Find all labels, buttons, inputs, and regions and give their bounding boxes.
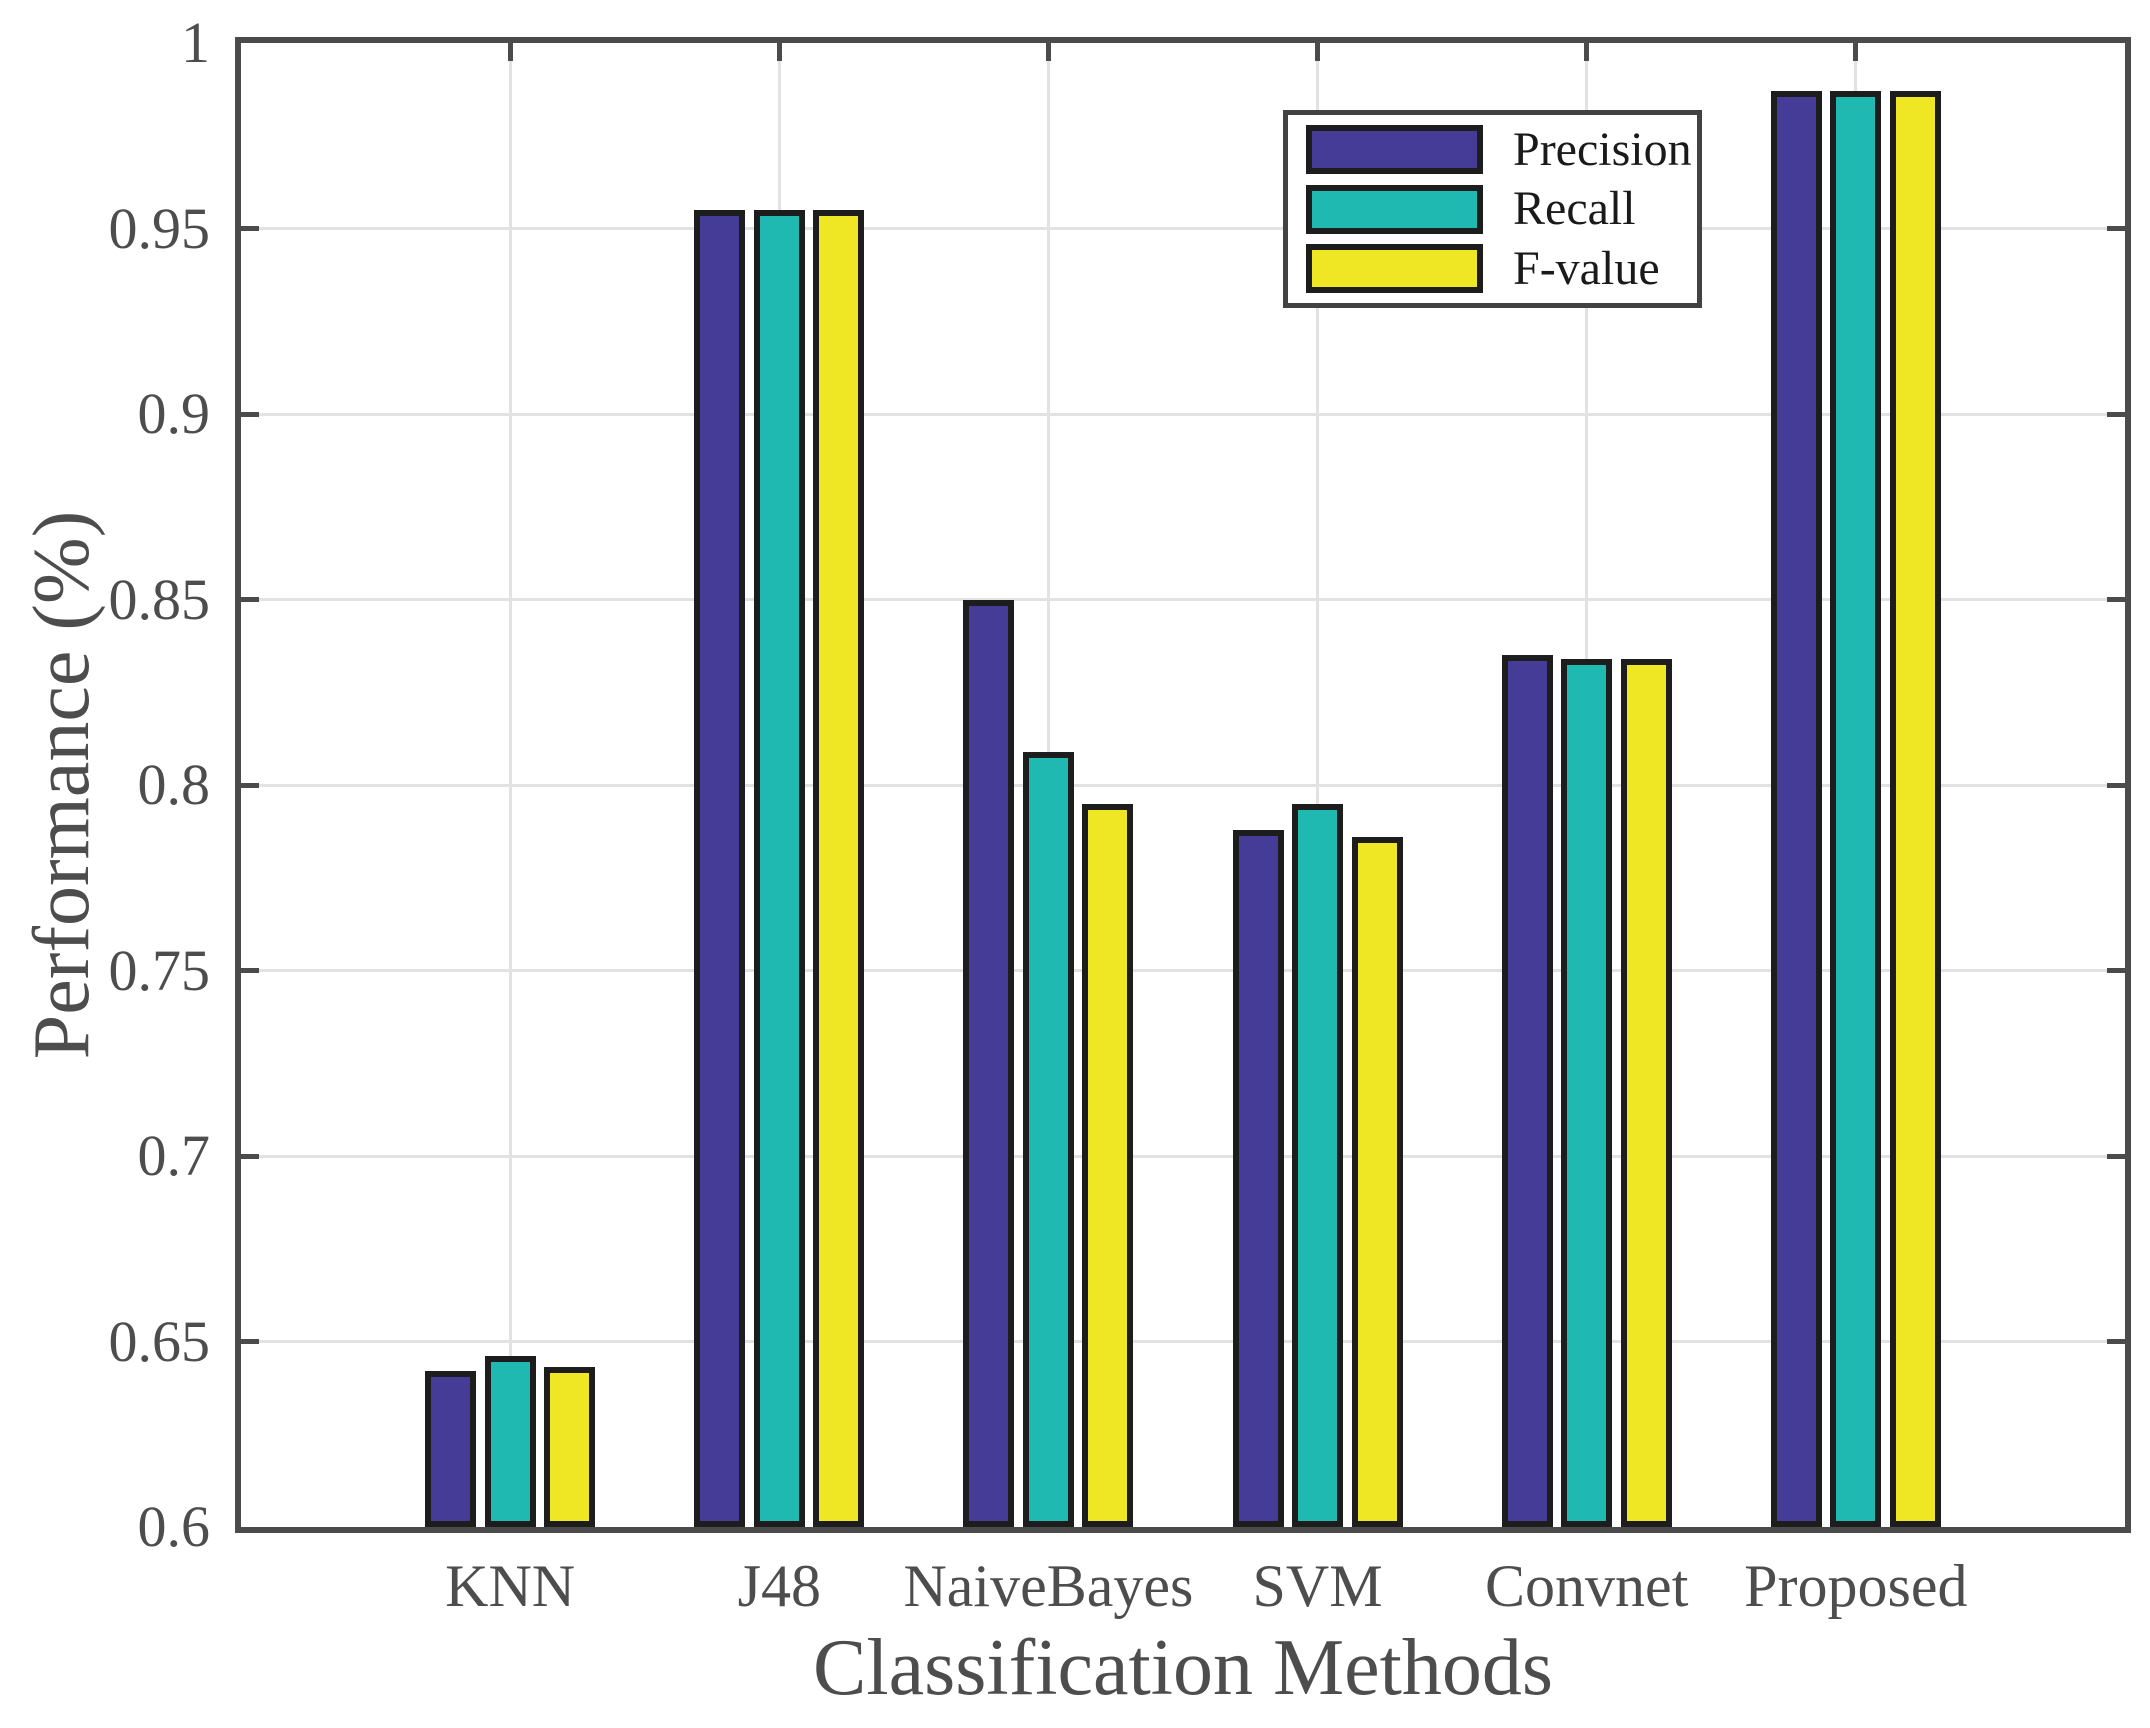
bar-precision-convnet — [1501, 655, 1553, 1527]
legend-label-fvalue: F-value — [1513, 241, 1660, 295]
y-tick-label: 0.65 — [108, 1308, 211, 1374]
y-tick-left — [241, 782, 259, 788]
h-gridline — [241, 783, 2125, 787]
y-tick-right — [2107, 968, 2125, 973]
y-axis-tick-labels: 0.6 0.65 0.7 0.75 0.8 0.85 0.9 0.95 1 — [0, 0, 211, 1728]
bar-precision-j48 — [694, 209, 746, 1527]
x-tick-top — [507, 43, 513, 61]
bar-f-value-convnet — [1620, 658, 1672, 1527]
y-tick-label: 1 — [181, 10, 210, 75]
bar-precision-knn — [425, 1371, 477, 1527]
legend: Precision Recall F-value — [1283, 110, 1702, 308]
x-tick-label: J48 — [737, 1553, 821, 1619]
legend-label-precision: Precision — [1513, 122, 1692, 176]
x-tick-top — [1853, 43, 1859, 61]
h-gridline — [241, 969, 2125, 972]
bar-f-value-proposed — [1889, 91, 1941, 1527]
h-gridline — [241, 412, 2125, 416]
bar-precision-naivebayes — [963, 599, 1015, 1527]
x-tick-top — [776, 43, 782, 61]
y-tick-label: 0.9 — [137, 381, 211, 446]
bar-recall-convnet — [1561, 658, 1613, 1527]
legend-row-precision: Precision — [1306, 125, 1697, 174]
bar-precision-proposed — [1770, 91, 1822, 1527]
x-tick-top — [1315, 43, 1321, 61]
y-tick-right — [2107, 411, 2125, 417]
h-gridline — [241, 227, 2125, 230]
bar-f-value-knn — [544, 1367, 596, 1527]
x-tick-label: Convnet — [1485, 1553, 1689, 1619]
bar-precision-svm — [1232, 829, 1284, 1527]
h-gridline — [241, 1154, 2125, 1158]
legend-swatch-recall — [1306, 184, 1483, 234]
plot-area — [235, 37, 2131, 1533]
x-tick-top — [1045, 43, 1051, 61]
y-tick-left — [241, 1339, 259, 1344]
legend-swatch-fvalue — [1306, 244, 1483, 293]
y-tick-right — [2107, 226, 2125, 231]
v-gridline — [1316, 43, 1320, 1527]
y-tick-left — [241, 968, 259, 973]
y-tick-label: 0.95 — [108, 195, 211, 261]
y-tick-label: 0.7 — [137, 1123, 211, 1188]
x-axis-label: Classification Methods — [813, 1624, 1553, 1712]
legend-swatch-precision — [1306, 125, 1483, 174]
h-gridline — [241, 598, 2125, 601]
y-tick-right — [2107, 782, 2125, 788]
x-tick-label: SVM — [1252, 1553, 1383, 1619]
bar-recall-svm — [1292, 803, 1344, 1527]
bar-f-value-svm — [1351, 836, 1403, 1527]
h-gridline — [241, 1340, 2125, 1343]
x-tick-label: NaiveBayes — [903, 1553, 1194, 1619]
bar-recall-knn — [484, 1356, 536, 1527]
v-gridline — [508, 43, 512, 1527]
x-tick-top — [1584, 43, 1590, 61]
y-tick-right — [2107, 1339, 2125, 1344]
y-tick-label: 0.6 — [137, 1494, 211, 1559]
y-tick-left — [241, 411, 259, 417]
bar-recall-naivebayes — [1022, 751, 1074, 1527]
legend-row-recall: Recall — [1306, 182, 1697, 235]
y-tick-left — [241, 1153, 259, 1159]
y-tick-right — [2107, 1153, 2125, 1159]
y-tick-label: 0.8 — [137, 752, 211, 817]
y-tick-right — [2107, 597, 2125, 602]
y-tick-left — [241, 597, 259, 602]
bar-f-value-naivebayes — [1082, 803, 1134, 1527]
y-tick-left — [241, 226, 259, 231]
legend-label-recall: Recall — [1513, 182, 1636, 235]
bar-f-value-j48 — [813, 209, 865, 1527]
y-tick-label: 0.85 — [108, 566, 211, 632]
x-tick-label: KNN — [445, 1553, 576, 1619]
legend-row-fvalue: F-value — [1306, 244, 1697, 293]
bar-recall-proposed — [1830, 91, 1882, 1527]
y-tick-label: 0.75 — [108, 937, 211, 1003]
y-axis-label: Performance (%) — [18, 510, 106, 1060]
bar-recall-j48 — [753, 209, 805, 1527]
x-tick-label: Proposed — [1744, 1553, 1968, 1619]
